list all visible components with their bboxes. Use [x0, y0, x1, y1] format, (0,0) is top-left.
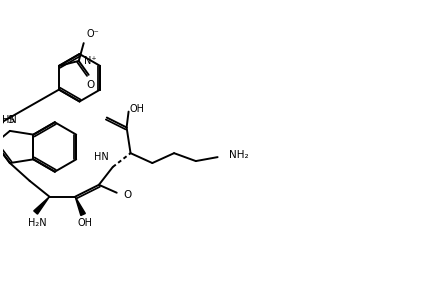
Text: HN: HN	[94, 152, 109, 162]
Polygon shape	[34, 197, 49, 214]
Text: HN: HN	[2, 115, 16, 125]
Text: OH: OH	[130, 104, 145, 114]
Text: N⁺: N⁺	[84, 56, 96, 66]
Text: S: S	[7, 115, 13, 124]
Text: H₂N: H₂N	[28, 218, 47, 229]
Text: O: O	[86, 80, 95, 90]
Text: O: O	[124, 190, 132, 200]
Text: NH₂: NH₂	[230, 150, 249, 160]
Text: O⁻: O⁻	[87, 29, 99, 39]
Text: OH: OH	[78, 218, 92, 229]
Polygon shape	[75, 197, 85, 215]
